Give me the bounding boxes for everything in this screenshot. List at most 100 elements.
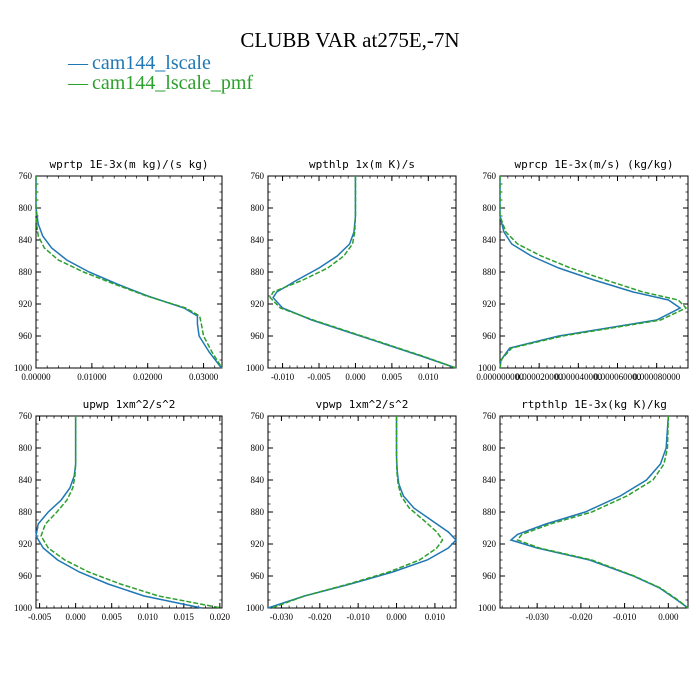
x-tick-label: 0.010 (418, 372, 439, 382)
x-tick-label: 0.01000 (77, 372, 107, 382)
x-tick-label: 0.005 (102, 612, 123, 622)
series-line-cam144-lscale (509, 415, 689, 609)
y-tick-label: 840 (483, 475, 497, 485)
y-tick-label: 960 (483, 331, 497, 341)
x-tick-label: -0.005 (307, 372, 331, 382)
x-tick-label: 0.000 (386, 612, 407, 622)
x-tick-label: -0.010 (613, 612, 637, 622)
x-tick-label: -0.005 (28, 612, 52, 622)
y-tick-label: 920 (483, 539, 497, 549)
x-tick-label: 0.000 (345, 372, 366, 382)
legend-item-cam144-lscale: — cam144_lscale (68, 52, 211, 75)
plot-frame (267, 175, 457, 369)
y-tick-label: 760 (19, 411, 33, 421)
x-tick-label: -0.020 (569, 612, 593, 622)
panel-title: upwp 1xm^2/s^2 (83, 398, 176, 411)
y-tick-label: 960 (19, 331, 33, 341)
x-tick-label: -0.030 (270, 612, 294, 622)
x-tick-label: 0.000020000 (516, 372, 564, 382)
series-line-cam144-lscale (267, 416, 458, 609)
y-tick-label: 1000 (246, 363, 265, 373)
y-tick-label: 840 (251, 475, 265, 485)
y-tick-label: 800 (19, 203, 33, 213)
y-tick-label: 840 (19, 235, 33, 245)
y-tick-label: 960 (483, 571, 497, 581)
series-line-cam144-lscale-pmf (40, 416, 222, 609)
chart-title: CLUBB VAR at275E,-7N (240, 28, 460, 52)
y-tick-label: 920 (19, 539, 33, 549)
series-line-cam144-lscale-pmf (269, 176, 457, 369)
y-tick-label: 880 (19, 267, 33, 277)
y-tick-label: 840 (483, 235, 497, 245)
y-tick-label: 1000 (14, 603, 33, 613)
y-tick-label: 760 (251, 411, 265, 421)
y-tick-label: 1000 (14, 363, 33, 373)
y-tick-label: 760 (483, 411, 497, 421)
y-tick-label: 880 (19, 507, 33, 517)
series-line-cam144-lscale-pmf (271, 416, 444, 609)
series-line-cam144-lscale (35, 176, 223, 369)
legend-line-icon: — (68, 72, 88, 94)
plot-frame (267, 415, 457, 609)
x-tick-label: 0.000 (658, 612, 679, 622)
x-tick-label: 0.00000 (21, 372, 51, 382)
y-tick-label: 880 (251, 267, 265, 277)
y-tick-label: 800 (251, 203, 265, 213)
y-tick-label: 1000 (246, 603, 265, 613)
series-line-cam144-lscale (272, 176, 457, 369)
x-tick-label: 0.000 (66, 612, 87, 622)
panel-title: rtpthlp 1E-3x(kg K)/kg (521, 398, 667, 411)
panel-title: vpwp 1xm^2/s^2 (316, 398, 409, 411)
y-tick-label: 800 (483, 203, 497, 213)
y-tick-label: 760 (483, 171, 497, 181)
x-tick-label: 0.020 (210, 612, 231, 622)
x-tick-label: -0.010 (271, 372, 295, 382)
panel-title: wprtp 1E-3x(m kg)/(s kg) (50, 158, 209, 171)
x-tick-label: 0.005 (382, 372, 403, 382)
y-tick-label: 920 (19, 299, 33, 309)
y-tick-label: 960 (19, 571, 33, 581)
x-tick-label: -0.020 (308, 612, 332, 622)
y-tick-label: 960 (251, 571, 265, 581)
x-tick-label: 0.03000 (189, 372, 219, 382)
y-tick-label: 800 (251, 443, 265, 453)
y-tick-label: 880 (251, 507, 265, 517)
series-line-cam144-lscale (499, 176, 682, 369)
plot-frame (35, 175, 223, 369)
y-tick-label: 800 (19, 443, 33, 453)
y-tick-label: 1000 (478, 363, 497, 373)
y-tick-label: 840 (251, 235, 265, 245)
legend-label: cam144_lscale_pmf (92, 72, 254, 94)
x-tick-label: 0.02000 (133, 372, 163, 382)
y-tick-label: 920 (483, 299, 497, 309)
x-tick-label: 0.000040000 (555, 372, 603, 382)
series-line-cam144-lscale-pmf (499, 176, 688, 369)
plot-frame (499, 415, 689, 609)
x-tick-label: 0.010 (138, 612, 159, 622)
legend-item-cam144-lscale-pmf: — cam144_lscale_pmf (68, 72, 253, 95)
y-tick-label: 920 (251, 539, 265, 549)
y-tick-label: 1000 (478, 603, 497, 613)
x-tick-label: -0.010 (347, 612, 371, 622)
x-tick-label: 0.000060000 (594, 372, 642, 382)
y-tick-label: 880 (483, 267, 497, 277)
x-tick-label: 0.015 (174, 612, 195, 622)
x-tick-label: 0.000000000 (476, 372, 524, 382)
legend-line-icon: — (68, 52, 88, 74)
series-line-cam144-lscale (35, 416, 202, 609)
y-tick-label: 840 (19, 475, 33, 485)
series-line-cam144-lscale-pmf (35, 176, 223, 369)
panel-title: wpthlp 1x(m K)/s (309, 158, 415, 171)
y-tick-label: 920 (251, 299, 265, 309)
y-tick-label: 760 (251, 171, 265, 181)
y-tick-label: 960 (251, 331, 265, 341)
x-tick-label: 0.000080000 (633, 372, 681, 382)
x-tick-label: 0.010 (425, 612, 446, 622)
legend-label: cam144_lscale (92, 52, 211, 74)
plot-frame (499, 175, 689, 369)
y-tick-label: 880 (483, 507, 497, 517)
y-tick-label: 760 (19, 171, 33, 181)
x-tick-label: -0.030 (526, 612, 550, 622)
panel-title: wprcp 1E-3x(m/s) (kg/kg) (515, 158, 674, 171)
